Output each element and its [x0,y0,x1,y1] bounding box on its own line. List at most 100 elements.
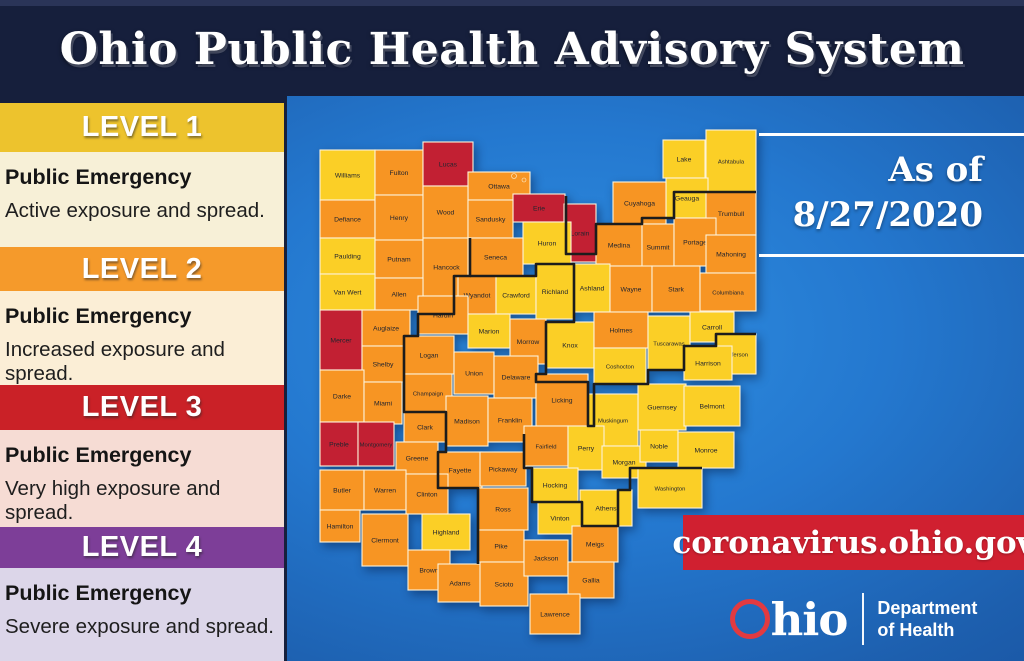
county-highland [421,513,471,551]
title-banner: Ohio Public Health Advisory System [0,0,1024,96]
county-warren [363,469,407,511]
region-border-3 [470,262,756,428]
county-champaign [403,373,453,413]
county-athens [579,489,633,527]
as-of-label: As of [888,150,983,190]
county-hamilton [319,509,361,543]
region-border-4 [522,434,702,528]
level-4-body: Public Emergency Severe exposure and spr… [0,568,284,661]
dept-line2: of Health [877,620,955,640]
county-columbiana [699,272,757,312]
ohio-logo-text: hio [770,592,849,646]
level-4-label: LEVEL 4 [81,531,203,563]
county-clinton [405,473,449,515]
county-summit [641,223,675,271]
county-mercer [319,309,363,371]
level-1-label: LEVEL 1 [81,111,203,143]
region-border-lines [402,190,756,564]
county-van-wert [319,273,376,311]
county-marion [467,313,511,349]
ohio-department-of-health-logo: hio Department of Health [683,583,1024,655]
county-erie [512,193,566,223]
legend-level-4: LEVEL 4 Public Emergency Severe exposure… [0,527,284,661]
level-3-description: Very high exposure and spread. [5,477,221,524]
county-preble [319,421,359,467]
page-title: Ohio Public Health Advisory System [59,24,965,75]
lake-erie-island-1 [511,173,517,179]
county-scioto [479,561,529,607]
county-fairfield [523,425,569,467]
county-auglaize [361,309,411,347]
county-madison [445,395,489,447]
county-mahoning [705,234,757,274]
legend-level-2: LEVEL 2 Public Emergency Increased expos… [0,247,284,385]
county-logan [403,335,455,375]
as-of-block: As of 8/27/2020 [759,133,1024,258]
county-ashtabula [705,129,757,193]
county-ross [477,487,529,531]
county-noble [639,429,679,463]
coronavirus-url-banner: coronavirus.ohio.gov [672,515,1024,570]
county-washington [637,467,703,509]
county-huron [522,221,572,265]
county-delaware [493,355,539,399]
level-2-description: Increased exposure and spread. [5,338,225,385]
county-fulton [374,149,424,196]
level-2-label: LEVEL 2 [81,252,203,285]
county-crawford [495,275,537,315]
level-1-heading: Public Emergency [5,165,192,189]
county-richland [535,263,575,320]
level-2-body: Public Emergency Increased exposure and … [0,291,284,385]
county-coshocton [593,347,647,385]
county-defiance [319,199,376,239]
level-3-band: LEVEL 3 [0,385,284,430]
county-paulding [319,237,376,275]
legend-level-1: LEVEL 1 Public Emergency Active exposure… [0,103,284,247]
county-meigs [571,525,619,563]
logo-divider [862,593,865,645]
county-montgomery [357,421,395,467]
county-medina [595,223,643,267]
map-panel: Williams Fulton Lucas Ottawa Erie Lake Ashtabu… [287,96,1024,661]
county-lake [662,139,706,179]
county-allen [374,277,424,311]
county-belmont [683,385,741,427]
county-ashland [573,263,611,313]
county-henry [374,194,424,241]
ohio-logo-o-ring-icon [729,599,770,639]
county-seneca [467,237,524,277]
coronavirus-url: coronavirus.ohio.gov [672,524,1024,561]
county-perry [567,425,605,471]
level-4-band: LEVEL 4 [0,527,284,568]
department-of-health-label: Department of Health [877,597,977,642]
county-hocking [531,467,579,503]
county-butler [319,469,365,511]
county-darke [319,369,365,423]
level-3-label: LEVEL 3 [81,391,203,423]
county-jackson [523,539,569,577]
county-monroe [677,431,735,469]
dept-line1: Department [877,597,978,618]
level-2-band: LEVEL 2 [0,247,284,291]
county-pickaway [479,451,527,487]
level-1-description: Active exposure and spread. [5,199,265,222]
county-stark [651,265,701,313]
county-wood [422,185,469,239]
level-2-heading: Public Emergency [5,304,192,328]
level-3-body: Public Emergency Very high exposure and … [0,430,284,527]
county-pike [477,529,525,563]
level-4-description: Severe exposure and spread. [5,615,274,638]
county-geauga [665,177,709,219]
lake-erie-island-2 [521,177,527,183]
county-shelby [361,345,405,383]
level-1-body: Public Emergency Active exposure and spr… [0,152,284,247]
region-border-1 [564,190,756,256]
county-knox [545,321,595,369]
county-wayne [609,265,653,313]
county-miami [363,381,403,425]
level-3-heading: Public Emergency [5,443,192,467]
county-williams [319,149,376,201]
county-lawrence [529,593,581,635]
legend-level-3: LEVEL 3 Public Emergency Very high expos… [0,385,284,527]
